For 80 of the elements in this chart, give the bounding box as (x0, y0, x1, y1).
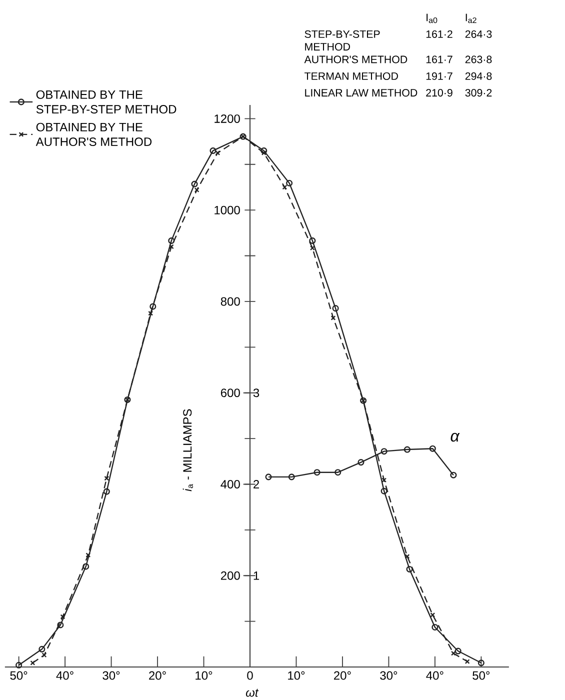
point (261, 150, 266, 156)
point (82, 563, 90, 570)
point (194, 188, 200, 192)
point (464, 659, 470, 664)
point (380, 488, 388, 494)
text: TERMAN METHOD (304, 72, 398, 80)
point (103, 488, 110, 495)
y-tick-label: 1000 (214, 206, 240, 214)
point (215, 150, 220, 156)
x-tick-label: 40° (426, 671, 444, 680)
text: 309·2 (465, 89, 492, 97)
point (454, 648, 462, 654)
y2-tick-label: 1 (254, 571, 260, 580)
text: 263·8 (465, 56, 492, 64)
point (330, 315, 336, 320)
point (288, 474, 295, 480)
text: LINEAR LAW METHOD (305, 89, 418, 97)
point (30, 660, 36, 666)
y2-tick-label: 2 (254, 480, 259, 488)
x-tick-label: 10° (196, 671, 212, 680)
x-tick-label: 30° (102, 671, 120, 680)
point (38, 646, 46, 652)
point (406, 566, 413, 572)
text: I$_{a2}$ (466, 14, 476, 24)
point (404, 554, 410, 559)
point (334, 469, 342, 476)
x-tick-label: 10° (288, 671, 305, 680)
x-tick-label: 0 (247, 671, 253, 680)
y2-tick-label: 3 (253, 388, 260, 398)
point (57, 622, 64, 628)
legend-label: OBTAINED BY THE STEP-BY-STEP METHOD (36, 90, 176, 114)
y-tick-label: 1200 (214, 114, 240, 123)
text: 294·8 (465, 72, 492, 80)
x-tick-label: 30° (380, 671, 398, 680)
text: 161·2 (426, 30, 452, 38)
y-tick-label: 800 (220, 297, 240, 306)
x-tick-label: 50° (472, 671, 490, 680)
y-tick-label: 200 (220, 571, 240, 580)
x-tick-label: 50° (10, 671, 28, 680)
point (432, 624, 438, 631)
point (309, 237, 316, 244)
point (60, 614, 66, 620)
point (429, 445, 436, 452)
point (286, 180, 293, 186)
point (430, 612, 436, 618)
point (358, 459, 364, 466)
point (310, 246, 315, 250)
point (150, 303, 156, 310)
point (282, 184, 288, 190)
point (168, 244, 174, 250)
point (314, 469, 320, 476)
point (404, 446, 410, 453)
point (104, 476, 110, 481)
point (148, 310, 154, 316)
point (380, 448, 388, 455)
legend-label: OBTAINED BY THE AUTHOR'S METHOD (36, 122, 152, 146)
series-label: α (450, 432, 460, 442)
text: 210·9 (426, 89, 452, 97)
text: I$_{a0}$ (426, 14, 438, 24)
y-tick-label: 400 (220, 480, 240, 488)
text: 161·7 (426, 56, 452, 64)
text: STEP-BY-STEP METHOD (304, 30, 380, 51)
point (450, 650, 456, 656)
y-tick-label: 600 (220, 388, 240, 398)
point (332, 305, 339, 312)
point (86, 552, 91, 558)
x-tick-label: 20° (334, 671, 351, 680)
point (210, 147, 216, 154)
text: 264·3 (465, 30, 492, 38)
text: AUTHOR'S METHOD (304, 56, 408, 64)
x-axis-title: ωt (246, 688, 259, 697)
point (260, 147, 268, 154)
y-axis-title: i$_{a}$ - MILLIAMPS (182, 409, 193, 492)
text: 191·7 (426, 72, 452, 80)
point (382, 478, 387, 483)
x-tick-label: 40° (56, 671, 74, 680)
point (191, 180, 198, 188)
point (42, 652, 47, 658)
point (168, 237, 175, 244)
x-tick-label: 20° (149, 671, 166, 680)
